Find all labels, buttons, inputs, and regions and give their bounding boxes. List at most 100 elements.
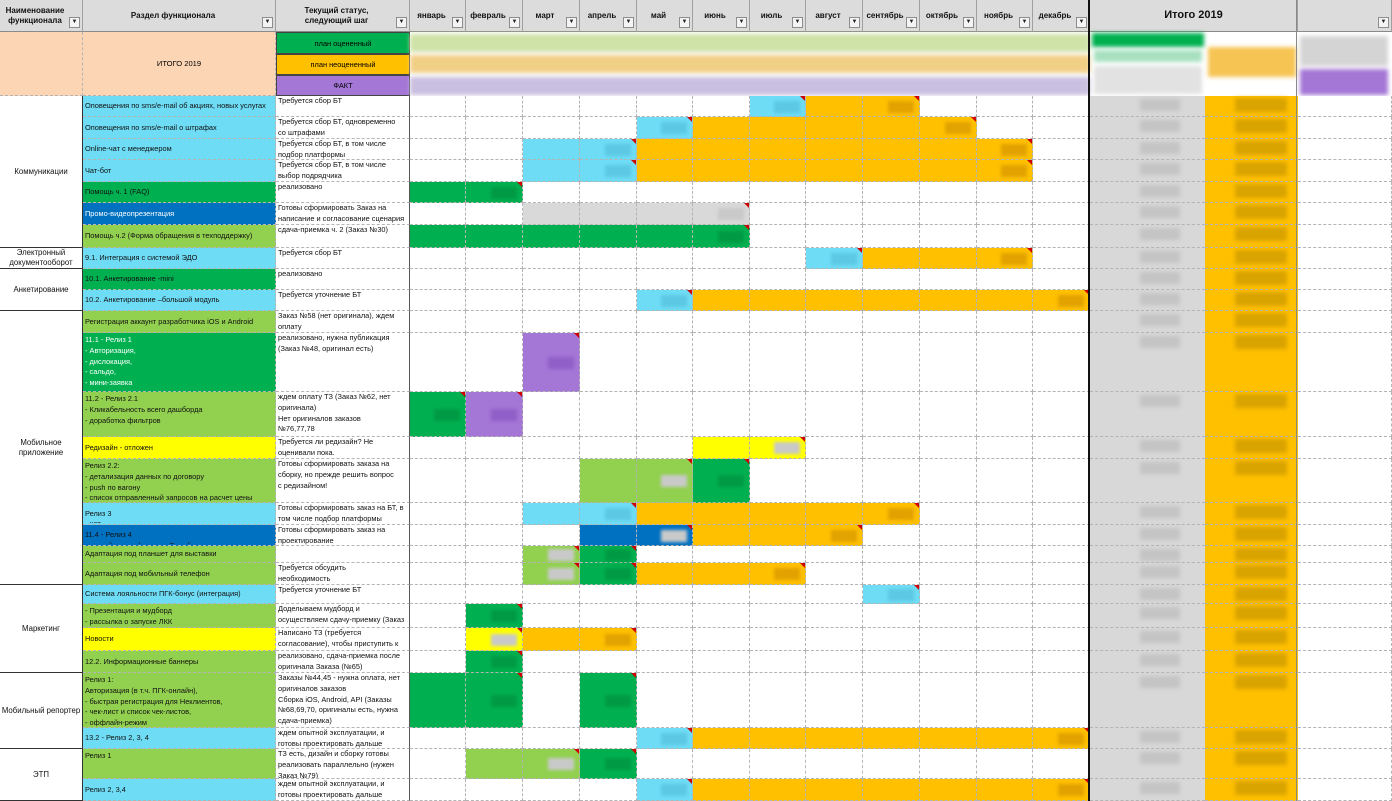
gantt-bar-cell[interactable] xyxy=(977,290,1033,311)
gantt-bar-cell[interactable] xyxy=(693,290,750,311)
month-cell[interactable] xyxy=(863,604,920,628)
status-cell[interactable]: Доделываем мудборд и осуществляем сдачу-… xyxy=(276,604,410,628)
month-cell[interactable] xyxy=(1033,651,1090,673)
month-cell[interactable] xyxy=(580,117,637,139)
month-cell[interactable] xyxy=(637,392,693,437)
month-cell[interactable] xyxy=(806,333,863,392)
month-cell[interactable] xyxy=(1033,546,1090,563)
month-cell[interactable] xyxy=(806,392,863,437)
month-cell[interactable] xyxy=(466,437,523,459)
month-cell[interactable] xyxy=(863,225,920,248)
gantt-bar-cell[interactable] xyxy=(693,525,750,546)
status-cell[interactable]: Готовы сформировать заказа на сборку, но… xyxy=(276,459,410,503)
month-cell[interactable] xyxy=(580,269,637,290)
header-month-12[interactable]: декабрь ▼ xyxy=(1033,0,1090,32)
month-cell[interactable] xyxy=(920,96,977,117)
gantt-bar-cell[interactable] xyxy=(920,160,977,182)
gantt-bar-cell[interactable] xyxy=(523,628,580,651)
month-cell[interactable] xyxy=(977,269,1033,290)
month-cell[interactable] xyxy=(466,160,523,182)
section-cell[interactable]: 9.1. Интеграция с системой ЭДО xyxy=(83,248,276,269)
month-cell[interactable] xyxy=(977,673,1033,728)
month-cell[interactable] xyxy=(977,651,1033,673)
month-cell[interactable] xyxy=(920,203,977,225)
gantt-bar-cell[interactable] xyxy=(693,503,750,525)
month-cell[interactable] xyxy=(523,248,580,269)
gantt-bar-cell[interactable] xyxy=(750,728,806,749)
month-cell[interactable] xyxy=(977,628,1033,651)
gantt-bar-cell[interactable] xyxy=(410,673,466,728)
month-cell[interactable] xyxy=(410,525,466,546)
month-cell[interactable] xyxy=(863,628,920,651)
header-month-2[interactable]: февраль ▼ xyxy=(466,0,523,32)
month-cell[interactable] xyxy=(1033,182,1090,203)
month-cell[interactable] xyxy=(920,311,977,333)
gantt-bar-cell[interactable] xyxy=(466,225,523,248)
month-cell[interactable] xyxy=(580,392,637,437)
month-cell[interactable] xyxy=(466,139,523,160)
section-cell[interactable]: 12.2. Информационные баннеры xyxy=(83,651,276,673)
month-cell[interactable] xyxy=(920,503,977,525)
header-month-9[interactable]: сентябрь ▼ xyxy=(863,0,920,32)
month-cell[interactable] xyxy=(523,585,580,604)
month-cell[interactable] xyxy=(466,96,523,117)
gantt-bar-cell[interactable] xyxy=(863,728,920,749)
month-cell[interactable] xyxy=(693,96,750,117)
month-cell[interactable] xyxy=(863,749,920,779)
month-cell[interactable] xyxy=(466,546,523,563)
section-cell[interactable]: Новости xyxy=(83,628,276,651)
month-cell[interactable] xyxy=(750,333,806,392)
month-cell[interactable] xyxy=(693,585,750,604)
section-cell[interactable]: 10.1. Анкетирование -mini xyxy=(83,269,276,290)
gantt-bar-cell[interactable] xyxy=(693,139,750,160)
month-cell[interactable] xyxy=(1033,604,1090,628)
month-cell[interactable] xyxy=(523,604,580,628)
gantt-bar-cell[interactable] xyxy=(750,525,806,546)
month-cell[interactable] xyxy=(920,437,977,459)
status-cell[interactable]: ТЗ есть, дизайн и сборку готовы реализов… xyxy=(276,749,410,779)
month-cell[interactable] xyxy=(806,673,863,728)
gantt-bar-cell[interactable] xyxy=(920,290,977,311)
month-cell[interactable] xyxy=(863,392,920,437)
month-cell[interactable] xyxy=(1033,392,1090,437)
month-cell[interactable] xyxy=(750,182,806,203)
month-cell[interactable] xyxy=(523,392,580,437)
filter-dropdown-icon[interactable]: ▼ xyxy=(963,17,974,28)
month-cell[interactable] xyxy=(637,628,693,651)
gantt-bar-cell[interactable] xyxy=(806,139,863,160)
month-cell[interactable] xyxy=(410,651,466,673)
month-cell[interactable] xyxy=(523,269,580,290)
status-cell[interactable]: Готовы сформировать заказ на проектирова… xyxy=(276,525,410,546)
gantt-bar-cell[interactable] xyxy=(580,203,637,225)
status-cell[interactable]: Заказы №44,45 - нужна оплата, нет оригин… xyxy=(276,673,410,728)
gantt-bar-cell[interactable] xyxy=(693,728,750,749)
filter-dropdown-icon[interactable]: ▼ xyxy=(623,17,634,28)
gantt-bar-cell[interactable] xyxy=(806,96,863,117)
gantt-bar-cell[interactable] xyxy=(693,160,750,182)
month-cell[interactable] xyxy=(637,96,693,117)
gantt-bar-cell[interactable] xyxy=(920,728,977,749)
filter-dropdown-icon[interactable]: ▼ xyxy=(452,17,463,28)
gantt-bar-cell[interactable] xyxy=(466,749,523,779)
month-cell[interactable] xyxy=(523,651,580,673)
month-cell[interactable] xyxy=(523,459,580,503)
month-cell[interactable] xyxy=(410,585,466,604)
month-cell[interactable] xyxy=(920,604,977,628)
filter-dropdown-icon[interactable]: ▼ xyxy=(849,17,860,28)
filter-dropdown-icon[interactable]: ▼ xyxy=(679,17,690,28)
gantt-bar-cell[interactable] xyxy=(580,525,637,546)
month-cell[interactable] xyxy=(863,459,920,503)
month-cell[interactable] xyxy=(466,563,523,585)
section-cell[interactable]: Регистрация аккаунт разработчика iOS и A… xyxy=(83,311,276,333)
month-cell[interactable] xyxy=(977,333,1033,392)
gantt-bar-cell[interactable] xyxy=(863,248,920,269)
month-cell[interactable] xyxy=(1033,673,1090,728)
month-cell[interactable] xyxy=(523,182,580,203)
month-cell[interactable] xyxy=(750,585,806,604)
filter-dropdown-icon[interactable]: ▼ xyxy=(509,17,520,28)
status-cell[interactable]: Требуется сбор БТ, в том числе выбор под… xyxy=(276,160,410,182)
month-cell[interactable] xyxy=(750,311,806,333)
gantt-bar-cell[interactable] xyxy=(920,248,977,269)
month-cell[interactable] xyxy=(863,651,920,673)
gantt-bar-cell[interactable] xyxy=(863,139,920,160)
